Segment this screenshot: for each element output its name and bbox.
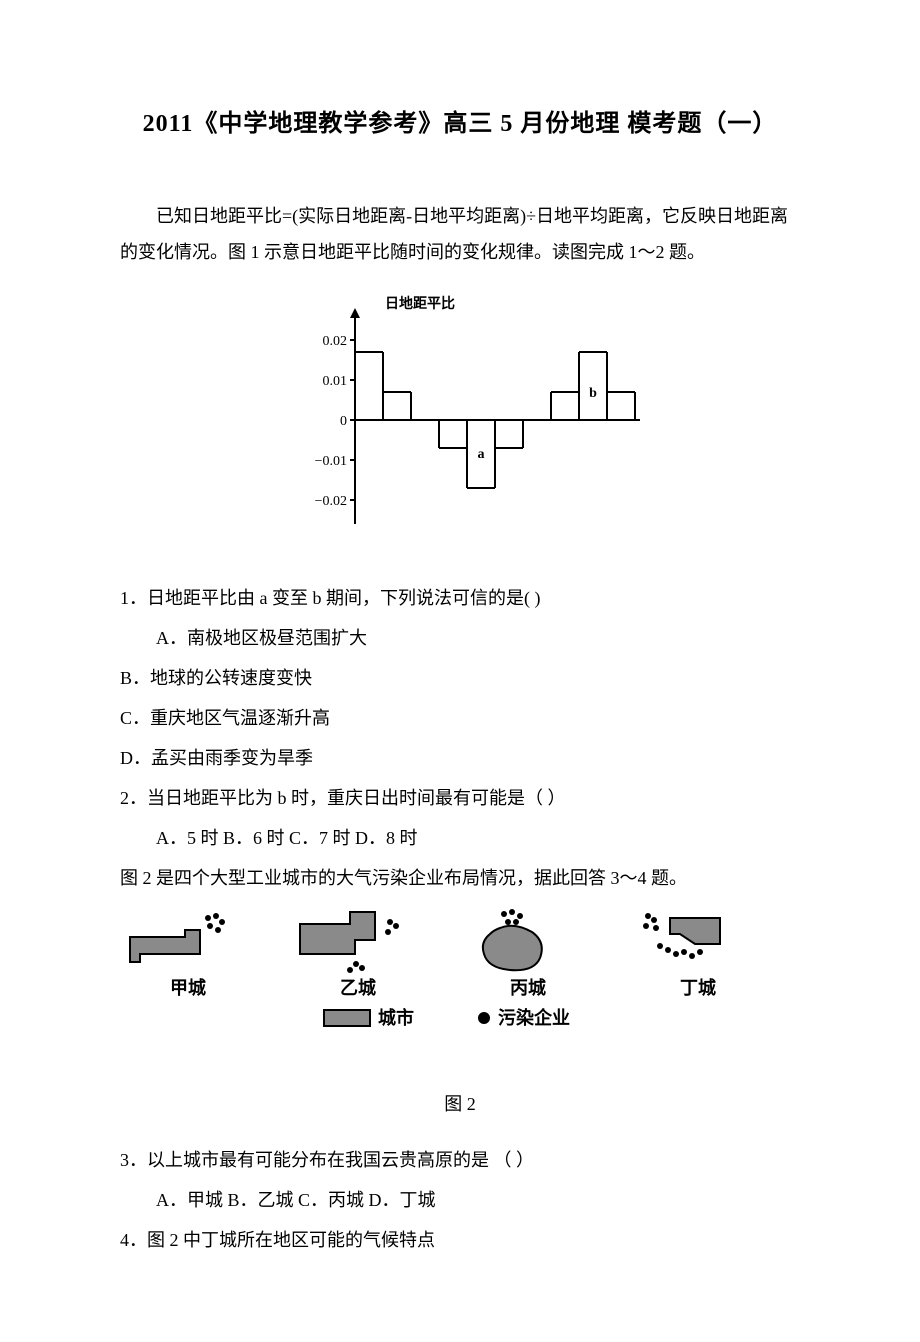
figure-2: 甲城 乙城 丙城 丁城城市 污染企业 <box>120 906 800 1076</box>
svg-text:−0.01: −0.01 <box>315 454 347 469</box>
fig2-intro: 图 2 是四个大型工业城市的大气污染企业布局情况，据此回答 3～4 题。 <box>120 860 800 896</box>
figure-1: 日地距平比0.020.010−0.01−0.02时间ab <box>120 290 800 550</box>
svg-text:0.01: 0.01 <box>323 374 348 389</box>
intro-text: 已知日地距平比=(实际日地距离-日地平均距离)÷日地平均距离，它反映日地距离的变… <box>120 198 800 270</box>
svg-text:污染企业: 污染企业 <box>498 1007 570 1028</box>
svg-text:b: b <box>589 386 597 401</box>
q1-option-a: A．南极地区极昼范围扩大 <box>120 620 800 656</box>
svg-text:日地距平比: 日地距平比 <box>385 295 455 311</box>
svg-text:乙城: 乙城 <box>340 977 376 998</box>
svg-text:城市: 城市 <box>378 1007 414 1028</box>
svg-text:−0.02: −0.02 <box>315 494 347 509</box>
figure-2-caption: 图 2 <box>120 1086 800 1122</box>
svg-text:丁城: 丁城 <box>680 977 716 998</box>
svg-text:甲城: 甲城 <box>170 977 206 998</box>
q2-options: A．5 时 B．6 时 C．7 时 D．8 时 <box>120 820 800 856</box>
svg-text:a: a <box>478 447 485 462</box>
q1-option-c: C．重庆地区气温逐渐升高 <box>120 700 800 736</box>
q3-options: A．甲城 B．乙城 C．丙城 D．丁城 <box>120 1182 800 1218</box>
svg-text:0: 0 <box>340 414 347 429</box>
page-title: 2011《中学地理教学参考》高三 5 月份地理 模考题（一） <box>120 100 800 148</box>
svg-text:0.02: 0.02 <box>323 334 348 349</box>
q1-option-d: D．孟买由雨季变为旱季 <box>120 740 800 776</box>
q1-option-b: B．地球的公转速度变快 <box>120 660 800 696</box>
q1-stem: 1．日地距平比由 a 变至 b 期间，下列说法可信的是( ) <box>120 580 800 616</box>
q4-stem: 4．图 2 中丁城所在地区可能的气候特点 <box>120 1222 800 1258</box>
svg-text:丙城: 丙城 <box>510 977 546 998</box>
q2-stem: 2．当日地距平比为 b 时，重庆日出时间最有可能是（ ） <box>120 780 800 816</box>
q3-stem: 3．以上城市最有可能分布在我国云贵高原的是 （ ） <box>120 1142 800 1178</box>
